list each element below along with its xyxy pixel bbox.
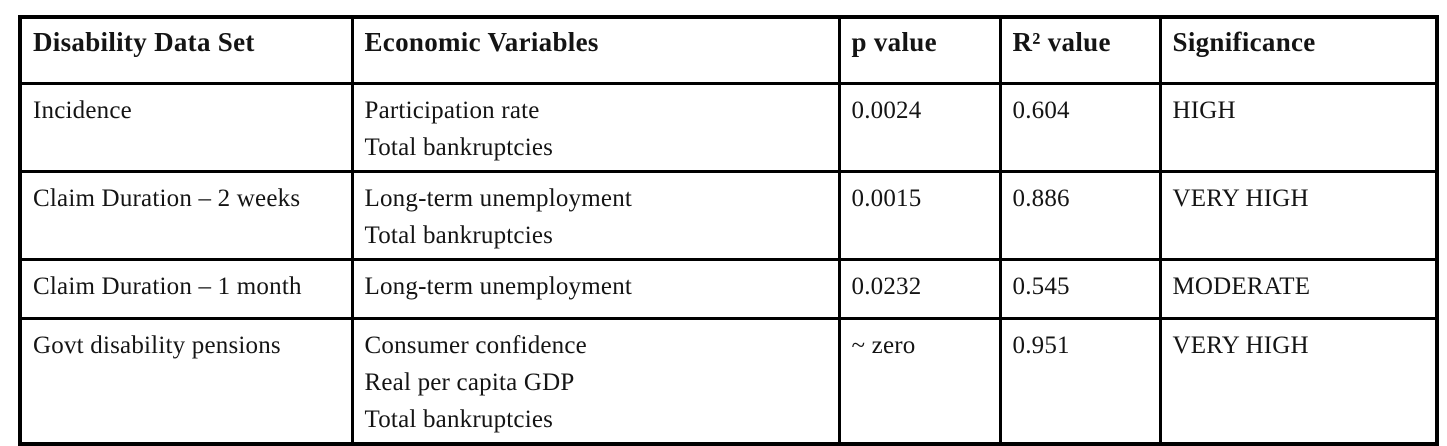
- cell-r2-value: 0.886: [998, 169, 1162, 261]
- economic-variable: Long-term unemployment: [364, 184, 633, 212]
- cell-data-set: Claim Duration – 1 month: [18, 257, 354, 320]
- cell-r2-value: 0.545: [998, 257, 1162, 320]
- col-header-p-value: p value: [837, 15, 1002, 85]
- economic-variable: Consumer confidence: [364, 331, 587, 359]
- cell-economic-variables: Long-term unemployment: [350, 257, 841, 320]
- cell-significance: HIGH: [1158, 81, 1439, 173]
- cell-data-set: Claim Duration – 2 weeks: [18, 169, 354, 261]
- economic-variable: Real per capita GDP: [364, 368, 575, 396]
- cell-r2-value: 0.951: [998, 316, 1162, 445]
- cell-economic-variables: Participation rate Total bankruptcies: [350, 81, 841, 173]
- table-row-govt-disability-pensions: Govt disability pensions Consumer confid…: [18, 316, 1439, 445]
- economic-variable: Total bankruptcies: [364, 133, 554, 161]
- cell-economic-variables: Consumer confidence Real per capita GDP …: [350, 316, 841, 445]
- table-row-claim-duration-1-month: Claim Duration – 1 month Long-term unemp…: [18, 257, 1439, 320]
- cell-p-value: 0.0015: [837, 169, 1002, 261]
- cell-significance: MODERATE: [1158, 257, 1439, 320]
- economic-variable: Participation rate: [364, 96, 540, 124]
- col-header-disability-data-set: Disability Data Set: [18, 15, 354, 85]
- cell-significance: VERY HIGH: [1158, 316, 1439, 445]
- table-row-claim-duration-2-weeks: Claim Duration – 2 weeks Long-term unemp…: [18, 169, 1439, 261]
- cell-data-set: Govt disability pensions: [18, 316, 354, 445]
- cell-p-value: 0.0024: [837, 81, 1002, 173]
- economic-variable: Long-term unemployment: [364, 272, 633, 300]
- economic-variable: Total bankruptcies: [364, 221, 554, 249]
- cell-r2-value: 0.604: [998, 81, 1162, 173]
- table-header-row: Disability Data Set Economic Variables p…: [18, 15, 1439, 85]
- cell-significance: VERY HIGH: [1158, 169, 1439, 261]
- table-row-incidence: Incidence Participation rate Total bankr…: [18, 81, 1439, 173]
- regression-results-table: Disability Data Set Economic Variables p…: [18, 15, 1439, 446]
- cell-p-value: ~ zero: [837, 316, 1002, 445]
- cell-economic-variables: Long-term unemployment Total bankruptcie…: [350, 169, 841, 261]
- cell-data-set: Incidence: [18, 81, 354, 173]
- cell-p-value: 0.0232: [837, 257, 1002, 320]
- col-header-significance: Significance: [1158, 15, 1439, 85]
- col-header-economic-variables: Economic Variables: [350, 15, 841, 85]
- col-header-r2-value: R² value: [998, 15, 1162, 85]
- economic-variable: Total bankruptcies: [364, 405, 554, 433]
